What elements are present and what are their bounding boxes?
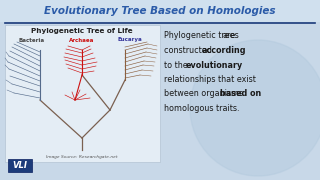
Text: between organisms: between organisms <box>164 89 246 98</box>
Text: Bacteria: Bacteria <box>19 37 45 42</box>
Text: homologous traits.: homologous traits. <box>164 104 239 113</box>
Text: evolutionary: evolutionary <box>186 60 243 69</box>
Text: according: according <box>201 46 246 55</box>
Text: constructed: constructed <box>164 46 214 55</box>
Text: relationships that exist: relationships that exist <box>164 75 256 84</box>
Text: Image Source: Researchgate.net: Image Source: Researchgate.net <box>46 155 118 159</box>
Text: Phylogenetic trees: Phylogenetic trees <box>164 31 241 40</box>
Text: VLI: VLI <box>12 161 28 170</box>
Text: to the: to the <box>164 60 190 69</box>
FancyBboxPatch shape <box>5 25 160 162</box>
FancyBboxPatch shape <box>8 159 32 172</box>
FancyBboxPatch shape <box>0 0 320 22</box>
Text: Phylogenetic Tree of Life: Phylogenetic Tree of Life <box>31 28 133 34</box>
Text: Archaea: Archaea <box>69 37 95 42</box>
Text: based on: based on <box>220 89 261 98</box>
Circle shape <box>190 40 320 176</box>
Text: Eucarya: Eucarya <box>118 37 142 42</box>
Text: Evolutionary Tree Based on Homologies: Evolutionary Tree Based on Homologies <box>44 6 276 16</box>
Text: are: are <box>223 31 236 40</box>
Circle shape <box>208 58 308 158</box>
